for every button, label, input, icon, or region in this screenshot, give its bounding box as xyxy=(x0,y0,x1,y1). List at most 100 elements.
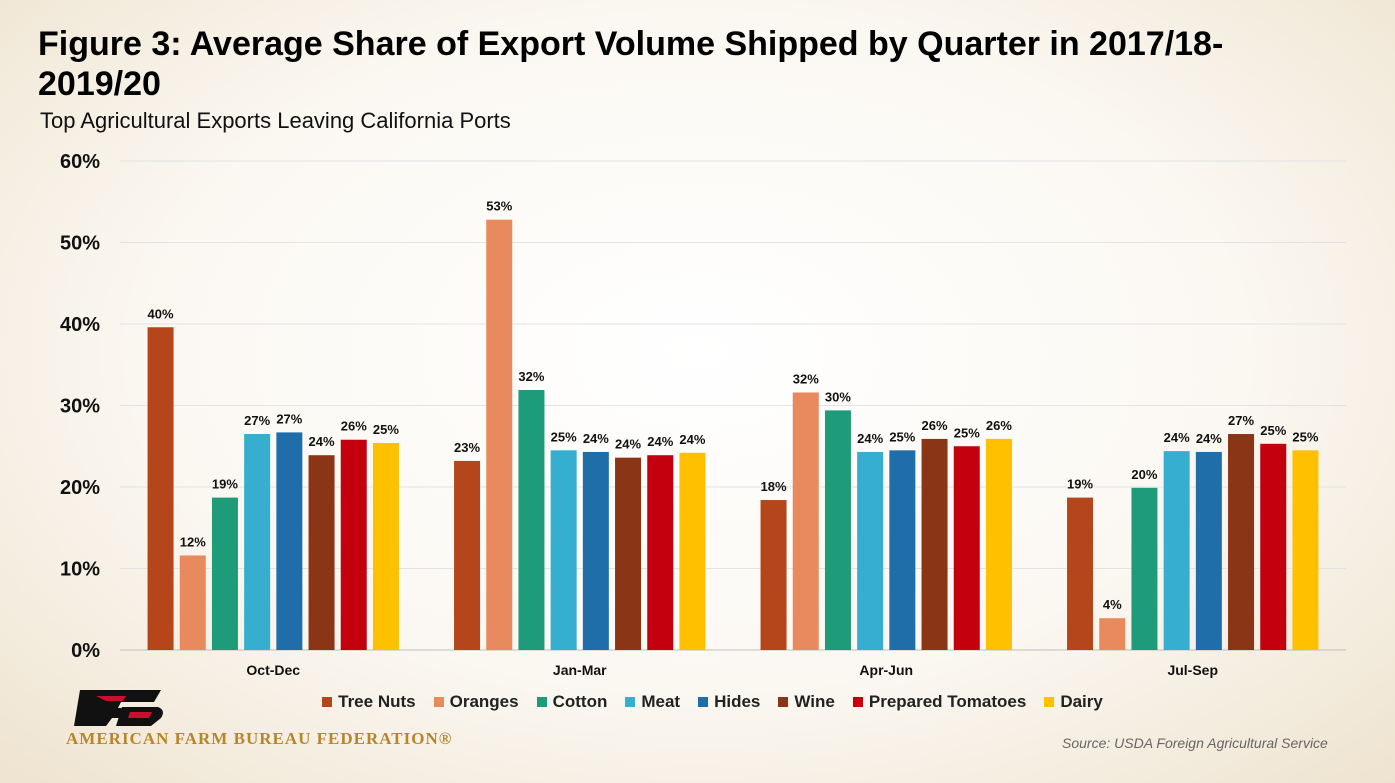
bar xyxy=(1099,618,1126,650)
legend-item: Cotton xyxy=(536,692,608,712)
data-label: 24% xyxy=(647,434,673,449)
legend-swatch xyxy=(852,697,863,707)
y-tick-label: 50% xyxy=(60,233,100,255)
bar xyxy=(953,446,980,650)
data-label: 24% xyxy=(309,434,335,449)
legend-swatch xyxy=(625,697,636,707)
legend-label: Oranges xyxy=(449,692,519,711)
data-label: 24% xyxy=(857,431,883,446)
legend-label: Dairy xyxy=(1060,692,1103,711)
legend-swatch xyxy=(536,697,547,707)
legend-item: Tree Nuts xyxy=(322,692,416,712)
y-tick-label: 30% xyxy=(60,396,100,418)
x-tick-label: Oct-Dec xyxy=(246,662,300,678)
legend-swatch xyxy=(1044,697,1055,707)
bar-chart: 0% 10% 20% 30% 40% 50% 60% 40% 12% 19% 27% 27% 24% 26… xyxy=(60,151,1346,678)
bar xyxy=(211,497,238,650)
data-label: 18% xyxy=(761,479,787,494)
y-tick-label: 60% xyxy=(60,151,100,173)
bar xyxy=(824,410,851,650)
bar xyxy=(1067,497,1094,650)
org-name: AMERICAN FARM BUREAU FEDERATION® xyxy=(66,729,453,748)
source-note: Source: USDA Foreign Agricultural Servic… xyxy=(1062,735,1328,751)
legend-swatch xyxy=(322,697,333,707)
legend-label: Hides xyxy=(714,692,761,711)
data-label: 53% xyxy=(486,199,512,214)
x-tick-label: Apr-Jun xyxy=(859,662,913,678)
bar xyxy=(760,500,787,650)
bar xyxy=(276,432,303,650)
x-tick-label: Jul-Sep xyxy=(1167,662,1218,678)
bar xyxy=(857,451,884,650)
legend-item: Oranges xyxy=(433,692,519,712)
bar xyxy=(679,452,706,650)
data-label: 26% xyxy=(986,418,1012,433)
data-label: 27% xyxy=(1228,413,1254,428)
data-label: 40% xyxy=(148,306,174,321)
legend-swatch xyxy=(698,697,709,707)
bar xyxy=(308,455,335,650)
bar xyxy=(454,460,481,650)
bar xyxy=(615,457,642,650)
x-tick-label: Jan-Mar xyxy=(553,662,607,678)
y-tick-label: 20% xyxy=(60,477,100,499)
legend-label: Prepared Tomatoes xyxy=(868,692,1027,711)
data-label: 30% xyxy=(825,389,851,404)
farm-bureau-logo xyxy=(74,690,163,726)
data-label: 24% xyxy=(583,431,609,446)
data-label: 27% xyxy=(276,411,302,426)
legend-item: Dairy xyxy=(1044,692,1103,712)
data-label: 27% xyxy=(244,413,270,428)
data-label: 23% xyxy=(454,440,480,455)
bar xyxy=(372,442,399,650)
y-tick-label: 0% xyxy=(71,640,100,662)
bar xyxy=(340,439,367,650)
legend-item: Wine xyxy=(778,692,835,712)
chart-title: Figure 3: Average Share of Export Volume… xyxy=(38,25,1224,103)
bar xyxy=(244,434,271,650)
bar xyxy=(1131,487,1158,650)
bar xyxy=(179,555,206,650)
bar xyxy=(1260,443,1287,650)
bar xyxy=(1163,451,1190,650)
data-label: 20% xyxy=(1131,467,1157,482)
data-label: 24% xyxy=(1196,431,1222,446)
legend-swatch xyxy=(433,697,444,707)
bar xyxy=(550,450,577,650)
bar xyxy=(147,327,174,650)
data-label: 32% xyxy=(518,369,544,384)
bar xyxy=(1195,451,1222,650)
legend-item: Prepared Tomatoes xyxy=(852,692,1027,712)
data-label: 24% xyxy=(679,432,705,447)
data-label: 25% xyxy=(889,429,915,444)
data-label: 25% xyxy=(373,422,399,437)
bar xyxy=(985,438,1012,650)
data-label: 25% xyxy=(1260,423,1286,438)
legend-label: Cotton xyxy=(552,692,608,711)
data-label: 25% xyxy=(551,429,577,444)
bar xyxy=(921,438,948,650)
data-label: 25% xyxy=(1292,429,1318,444)
legend-label: Wine xyxy=(794,692,835,711)
bar xyxy=(582,451,609,650)
y-tick-label: 10% xyxy=(60,559,100,581)
bar xyxy=(486,219,513,650)
legend-label: Tree Nuts xyxy=(338,692,416,711)
y-tick-label: 40% xyxy=(60,314,100,336)
data-label: 12% xyxy=(180,534,206,549)
chart-subtitle: Top Agricultural Exports Leaving Califor… xyxy=(40,108,511,133)
data-label: 19% xyxy=(1067,477,1093,492)
legend-item: Hides xyxy=(698,692,760,712)
data-label: 4% xyxy=(1103,597,1122,612)
chart-legend: Tree Nuts Oranges Cotton Meat Hides Wine Prepa… xyxy=(0,692,1395,712)
data-label: 24% xyxy=(1164,430,1190,445)
data-label: 32% xyxy=(793,371,819,386)
legend-label: Meat xyxy=(641,692,681,711)
legend-swatch xyxy=(778,697,789,707)
bar xyxy=(792,392,819,650)
data-label: 26% xyxy=(341,419,367,434)
data-label: 24% xyxy=(615,437,641,452)
bar xyxy=(1292,450,1319,650)
bar xyxy=(647,455,674,650)
bar xyxy=(1228,434,1255,650)
